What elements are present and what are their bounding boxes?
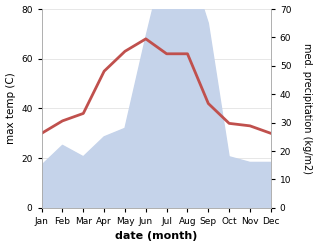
Y-axis label: med. precipitation (kg/m2): med. precipitation (kg/m2): [302, 43, 313, 174]
X-axis label: date (month): date (month): [115, 231, 197, 242]
Y-axis label: max temp (C): max temp (C): [5, 73, 16, 144]
